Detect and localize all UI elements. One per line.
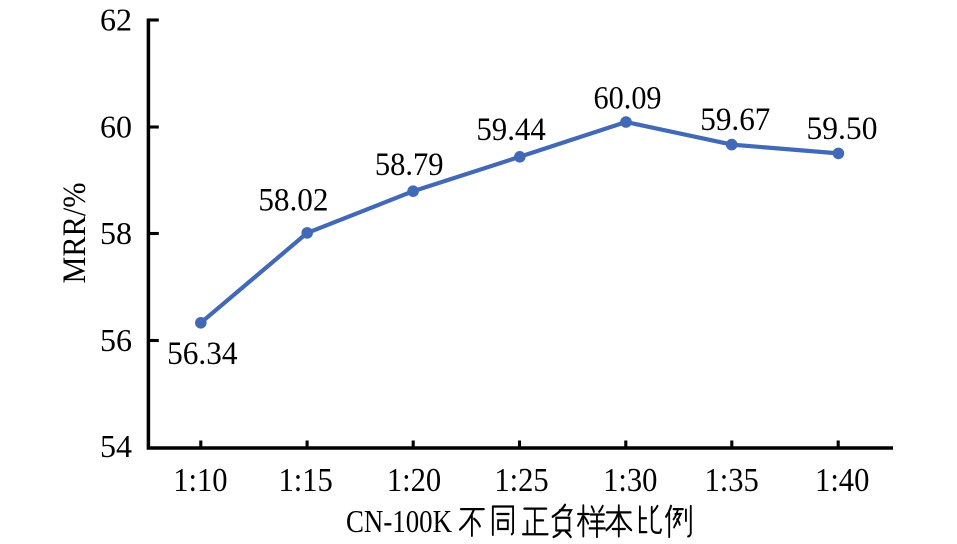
svg-text:59.67: 59.67 — [700, 102, 770, 138]
svg-text:1:25: 1:25 — [494, 462, 548, 499]
svg-text:59.44: 59.44 — [476, 112, 545, 148]
svg-text:MRR/%: MRR/% — [57, 183, 93, 284]
svg-text:60: 60 — [100, 108, 132, 144]
svg-text:1:20: 1:20 — [387, 462, 441, 499]
svg-text:58.02: 58.02 — [258, 183, 328, 219]
svg-text:1:35: 1:35 — [704, 462, 758, 499]
svg-text:CN-100K: CN-100K — [346, 503, 452, 539]
svg-text:1:15: 1:15 — [278, 462, 332, 499]
svg-text:58.79: 58.79 — [375, 147, 444, 183]
svg-text:56.34: 56.34 — [167, 336, 237, 372]
svg-text:62: 62 — [100, 1, 132, 37]
svg-text:56: 56 — [100, 322, 132, 358]
svg-text:1:40: 1:40 — [815, 462, 869, 499]
svg-text:59.50: 59.50 — [807, 111, 878, 147]
svg-text:1:30: 1:30 — [603, 462, 657, 499]
svg-text:58: 58 — [100, 215, 132, 251]
svg-text:1:10: 1:10 — [173, 462, 227, 499]
svg-text:54: 54 — [100, 428, 132, 464]
svg-text:60.09: 60.09 — [594, 81, 662, 117]
